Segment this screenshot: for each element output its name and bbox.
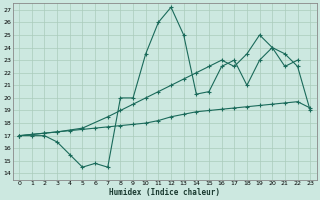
X-axis label: Humidex (Indice chaleur): Humidex (Indice chaleur) <box>109 188 220 197</box>
